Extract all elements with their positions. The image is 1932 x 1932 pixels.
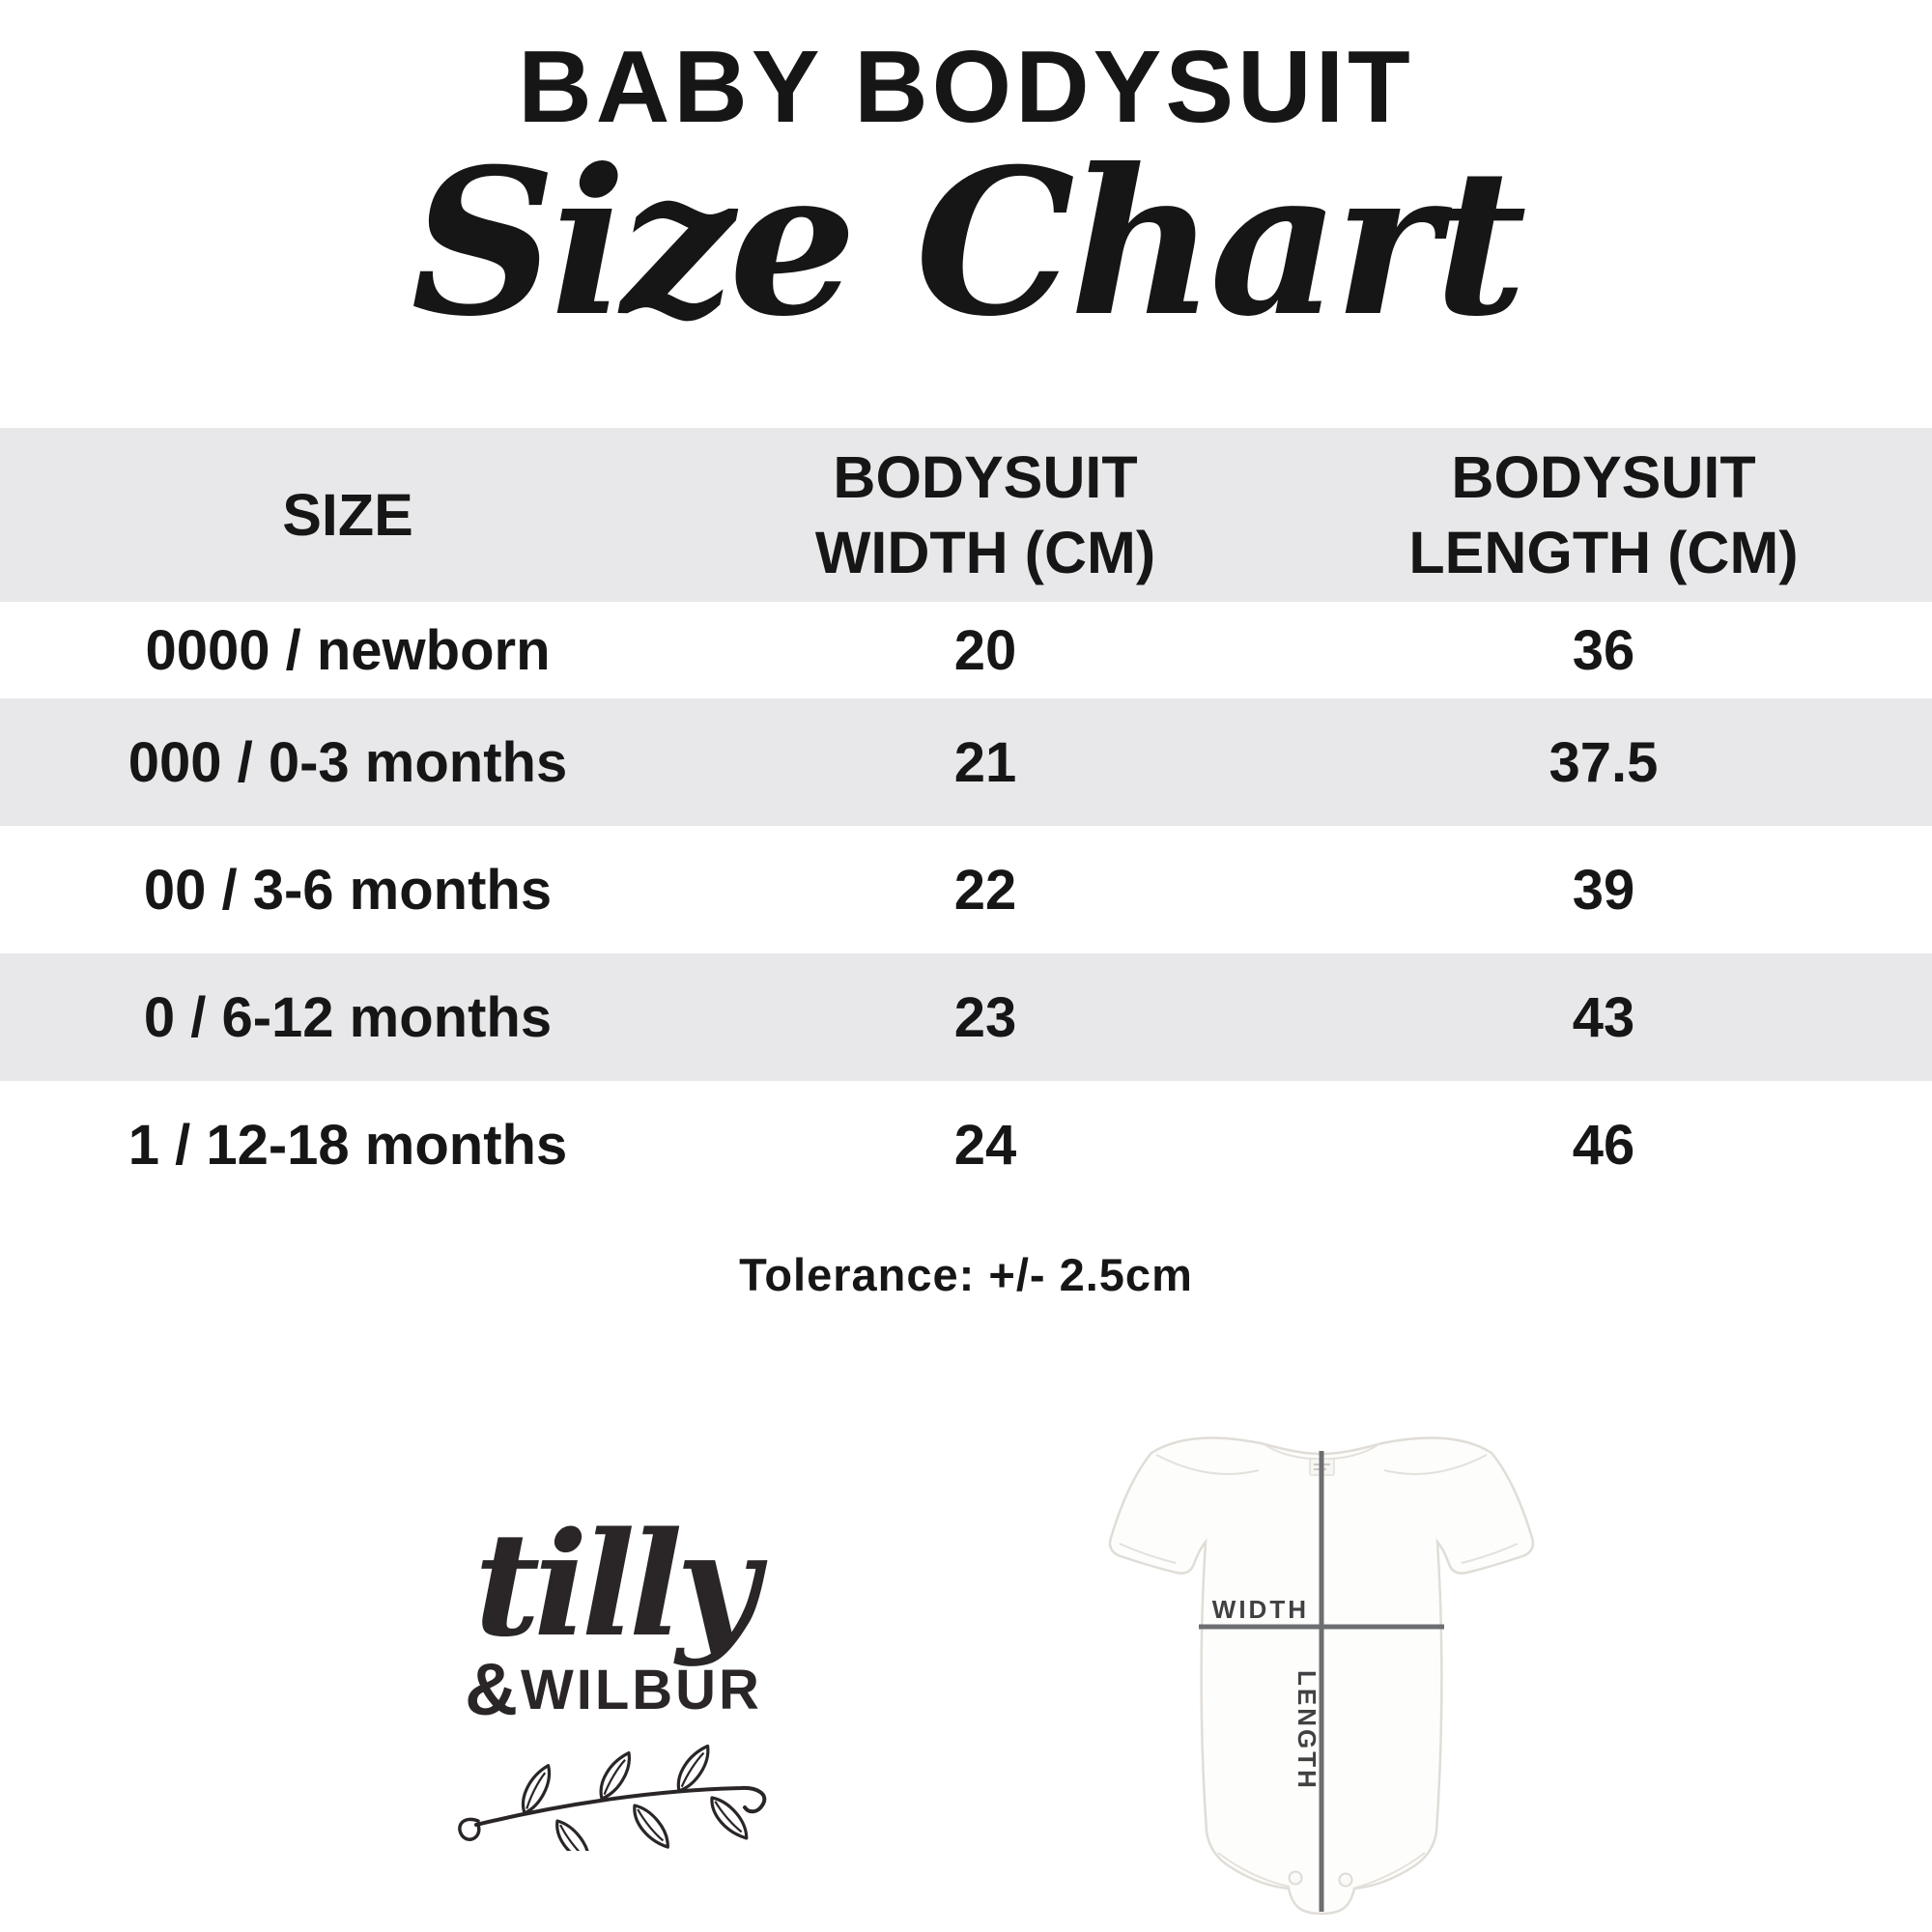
table-row: 1 / 12-18 months 24 46 — [0, 1081, 1932, 1208]
width-label: WIDTH — [1212, 1595, 1309, 1624]
leaf-icon — [710, 1796, 749, 1840]
page-subtitle: Size Chart — [411, 126, 1526, 361]
page-title: BABY BODYSUIT — [518, 30, 1414, 144]
left-leg-binding-seam — [1217, 1852, 1291, 1888]
table-row: 000 / 0-3 months 21 37.5 — [0, 698, 1932, 826]
table-row: 0000 / newborn 20 36 — [0, 602, 1932, 698]
cell-size: 00 / 3-6 months — [143, 858, 553, 922]
column-header-width-label: BODYSUIT WIDTH (CM) — [814, 443, 1156, 585]
cell-size: 000 / 0-3 months — [128, 730, 568, 794]
column-header-length: BODYSUIT LENGTH (CM) — [1275, 440, 1932, 590]
cell-width: 24 — [953, 1113, 1017, 1177]
cell-size: 1 / 12-18 months — [128, 1113, 568, 1177]
column-header-size: SIZE — [0, 477, 696, 553]
size-table: SIZE BODYSUIT WIDTH (CM) BODYSUIT LENGTH… — [0, 428, 1932, 1208]
table-row: 0 / 6-12 months 23 43 — [0, 953, 1932, 1081]
snap-buttons — [1288, 1870, 1353, 1888]
branch-stem — [474, 1785, 767, 1827]
tolerance-note: Tolerance: +/- 2.5cm — [739, 1249, 1193, 1300]
bodysuit-diagram: WIDTH LENGTH — [1096, 1422, 1541, 1922]
brand-name-script: tilly — [473, 1500, 759, 1668]
cell-length: 37.5 — [1548, 730, 1659, 794]
brand-name-caps: & WILBUR — [411, 1648, 816, 1732]
cell-length: 39 — [1572, 858, 1635, 922]
table-row: 00 / 3-6 months 22 39 — [0, 826, 1932, 953]
cell-width: 21 — [953, 730, 1017, 794]
cell-width: 22 — [953, 858, 1017, 922]
cell-length: 43 — [1572, 985, 1635, 1049]
length-label: LENGTH — [1293, 1670, 1321, 1791]
cell-size: 0 / 6-12 months — [143, 985, 553, 1049]
left-sleeve-cuff-seam — [1119, 1543, 1177, 1564]
leaf-icon — [522, 1764, 552, 1815]
cell-width: 20 — [953, 618, 1017, 682]
cell-width: 23 — [953, 985, 1017, 1049]
laurel-branch-icon — [458, 1744, 767, 1851]
leaf-icon — [633, 1804, 669, 1849]
leaf-icon — [555, 1819, 591, 1851]
brand-logo: tilly & WILBUR — [411, 1513, 816, 1851]
column-header-size-label: SIZE — [282, 481, 413, 548]
cell-length: 46 — [1572, 1113, 1635, 1177]
column-header-length-label: BODYSUIT LENGTH (CM) — [1408, 443, 1799, 585]
table-header-row: SIZE BODYSUIT WIDTH (CM) BODYSUIT LENGTH… — [0, 428, 1932, 602]
column-header-width: BODYSUIT WIDTH (CM) — [696, 440, 1275, 590]
leaf-icon — [599, 1750, 631, 1801]
right-sleeve-cuff-seam — [1461, 1543, 1519, 1564]
left-shoulder-flap-seam — [1155, 1454, 1260, 1475]
right-shoulder-flap-seam — [1383, 1454, 1488, 1475]
right-leg-binding-seam — [1352, 1852, 1426, 1889]
cell-length: 36 — [1572, 618, 1635, 682]
brand-name-wilbur: WILBUR — [520, 1659, 762, 1721]
brand-ampersand: & — [465, 1649, 518, 1731]
branch-curl — [458, 1817, 481, 1841]
leaf-icon — [676, 1744, 710, 1793]
cell-size: 0000 / newborn — [145, 618, 551, 682]
